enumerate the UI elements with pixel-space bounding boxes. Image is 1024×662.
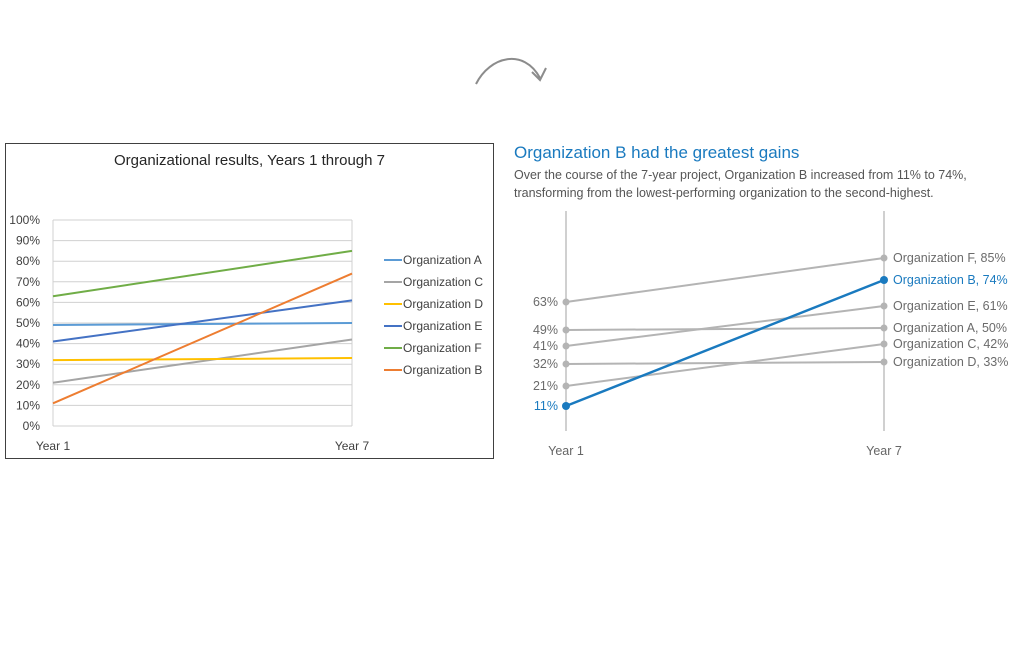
y-tick-label: 0% [23, 419, 41, 433]
end-point [880, 340, 888, 348]
start-point [562, 298, 570, 306]
slope-line [565, 327, 885, 331]
legend-label: Organization B [403, 363, 482, 377]
end-value-label: Organization F, 85% [893, 251, 1006, 265]
legend-label: Organization C [403, 275, 483, 289]
y-tick-label: 40% [16, 337, 40, 351]
y-tick-label: 70% [16, 275, 40, 289]
legend-label: Organization D [403, 297, 483, 311]
x-tick-label: Year 1 [36, 439, 71, 453]
series-line [52, 338, 353, 384]
end-point [880, 276, 888, 284]
end-point [880, 302, 888, 310]
start-point [562, 326, 570, 334]
y-tick-label: 50% [16, 316, 40, 330]
end-value-label: Organization E, 61% [893, 299, 1008, 313]
start-value-label: 32% [533, 357, 558, 371]
legend-label: Organization A [403, 253, 482, 267]
start-value-label: 11% [534, 399, 558, 413]
legend-label: Organization F [403, 341, 482, 355]
x-tick-label: Year 1 [548, 444, 584, 458]
original-line-chart: 0% 10% 20% 30% 40% 50% 60% 70% 80% 90% 100% Year 1 Y… [9, 213, 483, 453]
redesigned-chart-title: Organization B had the greatest gains [514, 143, 800, 162]
y-tick-label: 60% [16, 295, 40, 309]
y-tick-label: 80% [16, 254, 40, 268]
y-tick-label: 30% [16, 357, 40, 371]
original-chart-title: Organizational results, Years 1 through … [113, 152, 385, 169]
subtitle-line: Over the course of the 7-year project, O… [514, 168, 967, 182]
series-line [52, 299, 353, 343]
x-tick-label: Year 7 [866, 444, 902, 458]
end-point [880, 324, 888, 332]
redesigned-chart-subtitle: Over the course of the 7-year project, O… [514, 166, 1024, 202]
slope-chart: Year 1 Year 7 63% Organization F, 85% 49% Org… [533, 211, 1008, 458]
start-value-label: 63% [533, 295, 558, 309]
series-line [52, 357, 353, 362]
x-tick-label: Year 7 [335, 439, 370, 453]
y-tick-label: 100% [9, 213, 40, 227]
end-value-label: Organization A, 50% [893, 321, 1007, 335]
start-point [562, 402, 570, 410]
legend-label: Organization E [403, 319, 482, 333]
curved-arrow-icon [475, 57, 547, 85]
y-tick-label: 20% [16, 378, 40, 392]
start-value-label: 21% [533, 379, 558, 393]
start-value-label: 41% [533, 339, 558, 353]
start-point [562, 360, 570, 368]
series-line [52, 249, 353, 298]
end-point [880, 254, 888, 262]
slope-line [565, 278, 885, 408]
end-point [880, 358, 888, 366]
slope-line [565, 361, 885, 365]
original-chart-panel: Organizational results, Years 1 through … [5, 143, 494, 459]
subtitle-line: transforming from the lowest-performing … [514, 186, 934, 200]
end-value-label: Organization D, 33% [893, 355, 1008, 369]
start-point [562, 342, 570, 350]
y-tick-label: 90% [16, 234, 40, 248]
start-value-label: 49% [533, 323, 558, 337]
slope-line [565, 305, 885, 347]
series-line [52, 272, 353, 405]
slope-line [565, 257, 885, 303]
y-tick-label: 10% [16, 398, 40, 412]
series-line [52, 322, 353, 327]
slope-line [565, 343, 885, 387]
end-value-label: Organization C, 42% [893, 337, 1008, 351]
start-point [562, 382, 570, 390]
end-value-label: Organization B, 74% [893, 273, 1008, 287]
